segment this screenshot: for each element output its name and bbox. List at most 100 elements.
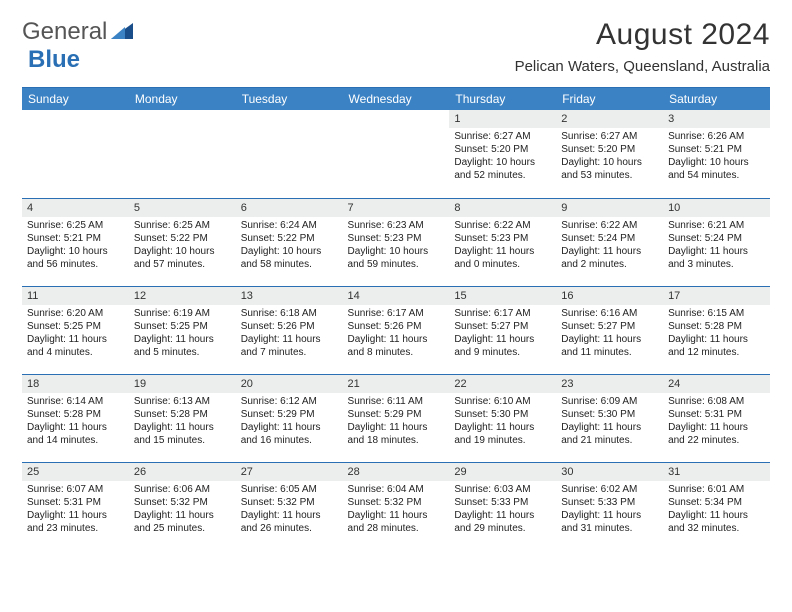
- day-number: 20: [236, 375, 343, 393]
- calendar-cell: 27Sunrise: 6:05 AMSunset: 5:32 PMDayligh…: [236, 462, 343, 550]
- day-details: Sunrise: 6:01 AMSunset: 5:34 PMDaylight:…: [663, 481, 770, 537]
- day-details: Sunrise: 6:09 AMSunset: 5:30 PMDaylight:…: [556, 393, 663, 449]
- day-number: 12: [129, 287, 236, 305]
- calendar-cell: 30Sunrise: 6:02 AMSunset: 5:33 PMDayligh…: [556, 462, 663, 550]
- day-details: Sunrise: 6:12 AMSunset: 5:29 PMDaylight:…: [236, 393, 343, 449]
- day-number: 8: [449, 199, 556, 217]
- day-details: Sunrise: 6:15 AMSunset: 5:28 PMDaylight:…: [663, 305, 770, 361]
- day-number: 14: [343, 287, 450, 305]
- day-details: Sunrise: 6:03 AMSunset: 5:33 PMDaylight:…: [449, 481, 556, 537]
- day-details: Sunrise: 6:21 AMSunset: 5:24 PMDaylight:…: [663, 217, 770, 273]
- day-details: Sunrise: 6:26 AMSunset: 5:21 PMDaylight:…: [663, 128, 770, 184]
- day-number: 16: [556, 287, 663, 305]
- day-details: Sunrise: 6:27 AMSunset: 5:20 PMDaylight:…: [449, 128, 556, 184]
- calendar-cell: .: [236, 110, 343, 198]
- day-number: 1: [449, 110, 556, 128]
- calendar-cell: 5Sunrise: 6:25 AMSunset: 5:22 PMDaylight…: [129, 198, 236, 286]
- calendar-cell: 28Sunrise: 6:04 AMSunset: 5:32 PMDayligh…: [343, 462, 450, 550]
- day-details: Sunrise: 6:22 AMSunset: 5:23 PMDaylight:…: [449, 217, 556, 273]
- calendar-cell: 24Sunrise: 6:08 AMSunset: 5:31 PMDayligh…: [663, 374, 770, 462]
- calendar-cell: 20Sunrise: 6:12 AMSunset: 5:29 PMDayligh…: [236, 374, 343, 462]
- calendar-cell: .: [129, 110, 236, 198]
- day-number: 2: [556, 110, 663, 128]
- title-block: August 2024 Pelican Waters, Queensland, …: [515, 18, 770, 75]
- calendar-cell: 19Sunrise: 6:13 AMSunset: 5:28 PMDayligh…: [129, 374, 236, 462]
- day-details: Sunrise: 6:19 AMSunset: 5:25 PMDaylight:…: [129, 305, 236, 361]
- day-details: Sunrise: 6:07 AMSunset: 5:31 PMDaylight:…: [22, 481, 129, 537]
- calendar-cell: 10Sunrise: 6:21 AMSunset: 5:24 PMDayligh…: [663, 198, 770, 286]
- calendar-cell: 16Sunrise: 6:16 AMSunset: 5:27 PMDayligh…: [556, 286, 663, 374]
- day-details: Sunrise: 6:14 AMSunset: 5:28 PMDaylight:…: [22, 393, 129, 449]
- calendar-cell: .: [343, 110, 450, 198]
- logo-word-general: General: [22, 18, 107, 46]
- calendar-cell: 1Sunrise: 6:27 AMSunset: 5:20 PMDaylight…: [449, 110, 556, 198]
- day-number: 28: [343, 463, 450, 481]
- calendar-cell: 17Sunrise: 6:15 AMSunset: 5:28 PMDayligh…: [663, 286, 770, 374]
- day-details: Sunrise: 6:24 AMSunset: 5:22 PMDaylight:…: [236, 217, 343, 273]
- calendar-cell: 6Sunrise: 6:24 AMSunset: 5:22 PMDaylight…: [236, 198, 343, 286]
- day-details: Sunrise: 6:27 AMSunset: 5:20 PMDaylight:…: [556, 128, 663, 184]
- logo-word-blue: Blue: [28, 46, 80, 74]
- day-number: 21: [343, 375, 450, 393]
- day-details: Sunrise: 6:17 AMSunset: 5:26 PMDaylight:…: [343, 305, 450, 361]
- day-details: Sunrise: 6:08 AMSunset: 5:31 PMDaylight:…: [663, 393, 770, 449]
- day-number: 27: [236, 463, 343, 481]
- weekday-header: Saturday: [663, 88, 770, 111]
- calendar-cell: 4Sunrise: 6:25 AMSunset: 5:21 PMDaylight…: [22, 198, 129, 286]
- weekday-header: Sunday: [22, 88, 129, 111]
- calendar-cell: 18Sunrise: 6:14 AMSunset: 5:28 PMDayligh…: [22, 374, 129, 462]
- day-details: Sunrise: 6:22 AMSunset: 5:24 PMDaylight:…: [556, 217, 663, 273]
- day-number: 31: [663, 463, 770, 481]
- logo: General: [22, 18, 135, 46]
- day-details: Sunrise: 6:20 AMSunset: 5:25 PMDaylight:…: [22, 305, 129, 361]
- calendar-cell: 29Sunrise: 6:03 AMSunset: 5:33 PMDayligh…: [449, 462, 556, 550]
- calendar-cell: 23Sunrise: 6:09 AMSunset: 5:30 PMDayligh…: [556, 374, 663, 462]
- calendar-cell: 11Sunrise: 6:20 AMSunset: 5:25 PMDayligh…: [22, 286, 129, 374]
- day-number: 30: [556, 463, 663, 481]
- day-details: Sunrise: 6:02 AMSunset: 5:33 PMDaylight:…: [556, 481, 663, 537]
- calendar-cell: 12Sunrise: 6:19 AMSunset: 5:25 PMDayligh…: [129, 286, 236, 374]
- day-number: 19: [129, 375, 236, 393]
- weekday-header: Wednesday: [343, 88, 450, 111]
- day-details: Sunrise: 6:05 AMSunset: 5:32 PMDaylight:…: [236, 481, 343, 537]
- day-number: 9: [556, 199, 663, 217]
- weekday-header: Thursday: [449, 88, 556, 111]
- day-number: 15: [449, 287, 556, 305]
- calendar-cell: 9Sunrise: 6:22 AMSunset: 5:24 PMDaylight…: [556, 198, 663, 286]
- calendar-table: SundayMondayTuesdayWednesdayThursdayFrid…: [22, 87, 770, 550]
- calendar-cell: 25Sunrise: 6:07 AMSunset: 5:31 PMDayligh…: [22, 462, 129, 550]
- day-number: 13: [236, 287, 343, 305]
- day-details: Sunrise: 6:23 AMSunset: 5:23 PMDaylight:…: [343, 217, 450, 273]
- day-number: 23: [556, 375, 663, 393]
- day-number: 17: [663, 287, 770, 305]
- day-details: Sunrise: 6:18 AMSunset: 5:26 PMDaylight:…: [236, 305, 343, 361]
- logo-triangle-icon: [111, 18, 133, 46]
- day-number: 18: [22, 375, 129, 393]
- day-number: 11: [22, 287, 129, 305]
- calendar-cell: 15Sunrise: 6:17 AMSunset: 5:27 PMDayligh…: [449, 286, 556, 374]
- day-details: Sunrise: 6:16 AMSunset: 5:27 PMDaylight:…: [556, 305, 663, 361]
- day-number: 22: [449, 375, 556, 393]
- calendar-cell: 22Sunrise: 6:10 AMSunset: 5:30 PMDayligh…: [449, 374, 556, 462]
- day-number: 5: [129, 199, 236, 217]
- calendar-cell: 14Sunrise: 6:17 AMSunset: 5:26 PMDayligh…: [343, 286, 450, 374]
- weekday-header: Monday: [129, 88, 236, 111]
- calendar-cell: 13Sunrise: 6:18 AMSunset: 5:26 PMDayligh…: [236, 286, 343, 374]
- day-details: Sunrise: 6:17 AMSunset: 5:27 PMDaylight:…: [449, 305, 556, 361]
- day-number: 29: [449, 463, 556, 481]
- day-number: 26: [129, 463, 236, 481]
- day-number: 7: [343, 199, 450, 217]
- page-location: Pelican Waters, Queensland, Australia: [515, 58, 770, 75]
- calendar-cell: 8Sunrise: 6:22 AMSunset: 5:23 PMDaylight…: [449, 198, 556, 286]
- calendar-cell: 21Sunrise: 6:11 AMSunset: 5:29 PMDayligh…: [343, 374, 450, 462]
- calendar-cell: 26Sunrise: 6:06 AMSunset: 5:32 PMDayligh…: [129, 462, 236, 550]
- day-details: Sunrise: 6:13 AMSunset: 5:28 PMDaylight:…: [129, 393, 236, 449]
- calendar-cell: 7Sunrise: 6:23 AMSunset: 5:23 PMDaylight…: [343, 198, 450, 286]
- calendar-cell: 3Sunrise: 6:26 AMSunset: 5:21 PMDaylight…: [663, 110, 770, 198]
- day-number: 24: [663, 375, 770, 393]
- day-number: 3: [663, 110, 770, 128]
- day-details: Sunrise: 6:04 AMSunset: 5:32 PMDaylight:…: [343, 481, 450, 537]
- day-details: Sunrise: 6:10 AMSunset: 5:30 PMDaylight:…: [449, 393, 556, 449]
- day-number: 6: [236, 199, 343, 217]
- day-details: Sunrise: 6:11 AMSunset: 5:29 PMDaylight:…: [343, 393, 450, 449]
